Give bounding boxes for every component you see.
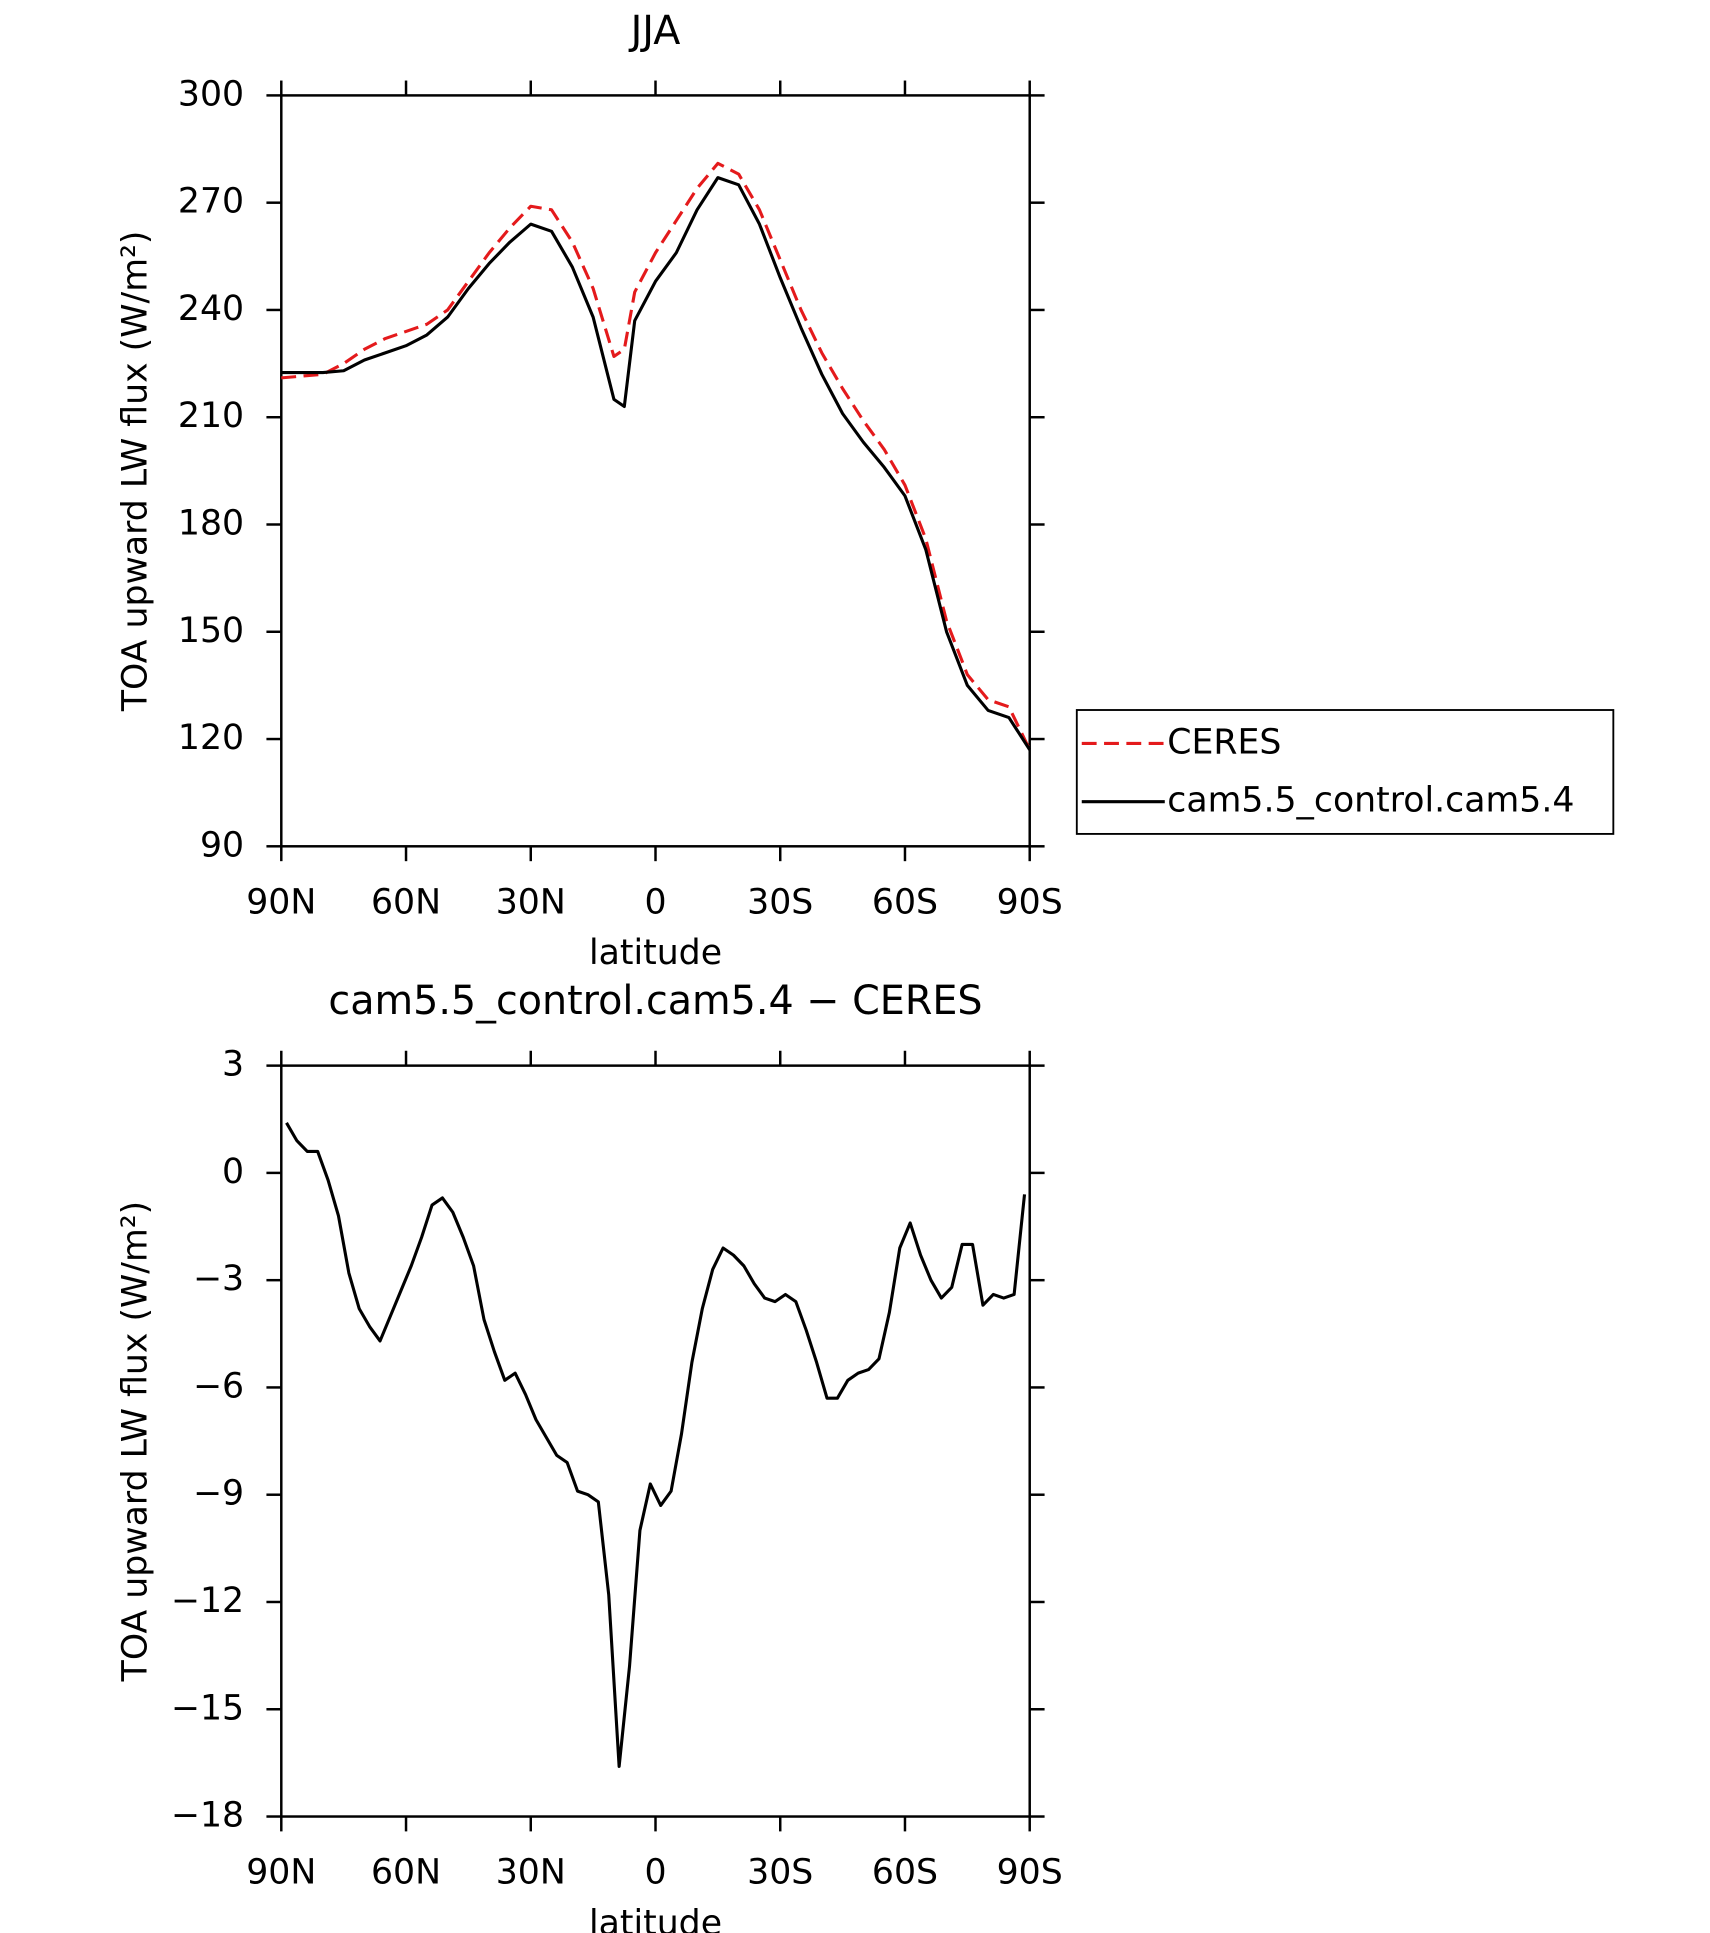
legend-box: [1075, 709, 1615, 835]
x-tick-label: 30N: [496, 1853, 566, 1893]
x-tick-label: 90S: [997, 1853, 1063, 1893]
legend-label: cam5.5_control.cam5.4: [1167, 781, 1574, 821]
y-tick-label: 300: [178, 74, 244, 114]
x-axis-label: latitude: [589, 933, 722, 973]
plot-frame: [280, 94, 1031, 848]
series-line: [281, 161, 1032, 751]
x-tick-label: 60N: [371, 882, 441, 922]
x-tick-label: 90N: [246, 882, 316, 922]
y-tick-label: 3: [222, 1045, 244, 1085]
series-line: [285, 1122, 1027, 1769]
y-tick-label: −6: [193, 1366, 244, 1406]
chart-title: cam5.5_control.cam5.4 − CERES: [328, 978, 982, 1024]
chart-title: JJA: [628, 8, 681, 54]
legend-label: CERES: [1167, 722, 1281, 762]
y-tick-label: −18: [171, 1796, 244, 1836]
x-tick-label: 30S: [747, 1853, 813, 1893]
series-line: [281, 176, 1032, 751]
x-tick-label: 60N: [371, 1853, 441, 1893]
x-tick-label: 0: [644, 882, 666, 922]
y-tick-label: 90: [200, 825, 244, 865]
x-tick-label: 60S: [872, 1853, 938, 1893]
y-tick-label: −3: [193, 1259, 244, 1299]
x-tick-label: 30S: [747, 882, 813, 922]
x-tick-label: 90N: [246, 1853, 316, 1893]
y-tick-label: 210: [178, 396, 244, 436]
x-tick-label: 0: [644, 1853, 666, 1893]
y-tick-label: 0: [222, 1152, 244, 1192]
y-tick-label: 180: [178, 503, 244, 543]
x-axis-label: latitude: [589, 1903, 722, 1933]
y-tick-label: −12: [171, 1581, 244, 1621]
y-tick-label: −15: [171, 1688, 244, 1728]
x-tick-label: 60S: [872, 882, 938, 922]
y-tick-label: 270: [178, 182, 244, 222]
x-tick-label: 30N: [496, 882, 566, 922]
y-axis-label: TOA upward LW flux (W/m²): [115, 231, 155, 713]
y-axis-label: TOA upward LW flux (W/m²): [115, 1201, 155, 1683]
plot-frame: [280, 1064, 1031, 1818]
y-tick-label: 240: [178, 289, 244, 329]
y-tick-label: −9: [193, 1474, 244, 1514]
y-tick-label: 150: [178, 611, 244, 651]
x-tick-label: 90S: [997, 882, 1063, 922]
y-tick-label: 120: [178, 718, 244, 758]
